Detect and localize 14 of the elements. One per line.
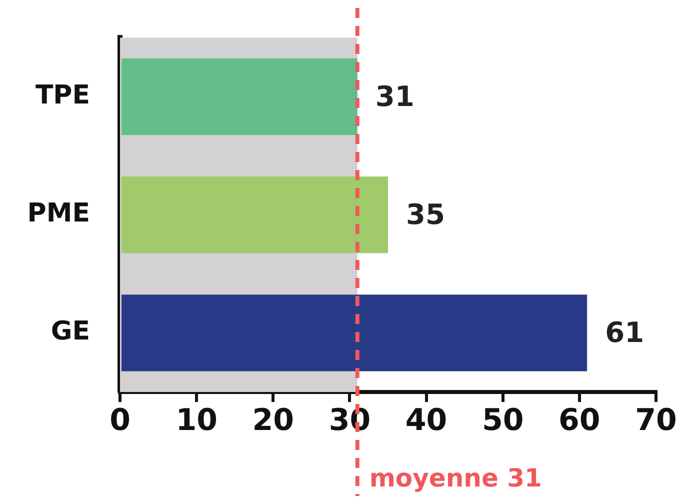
ref-line-label: moyenne 31: [369, 464, 542, 492]
y-tick-label: GE: [50, 316, 90, 347]
y-tick-label: PME: [27, 198, 90, 229]
x-tick-label: 70: [635, 402, 677, 438]
data-label: 35: [406, 198, 445, 232]
x-tick-label: 20: [252, 402, 294, 438]
data-label: 61: [605, 316, 644, 350]
x-tick-label: 0: [110, 402, 130, 438]
y-tick-label: TPE: [35, 80, 90, 110]
x-tick-label: 40: [405, 402, 448, 438]
data-label: 31: [375, 80, 414, 113]
x-tick-label: 50: [482, 402, 524, 438]
x-tick-label: 10: [176, 402, 218, 438]
x-tick-label: 60: [558, 402, 600, 438]
